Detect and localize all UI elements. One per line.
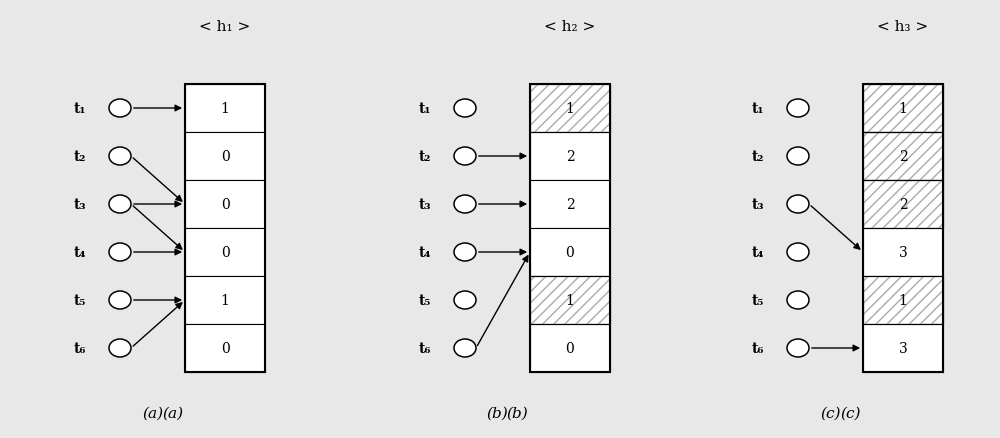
Bar bbox=[863, 133, 943, 180]
Ellipse shape bbox=[109, 100, 131, 118]
Ellipse shape bbox=[109, 148, 131, 166]
Bar bbox=[863, 180, 943, 229]
Text: 1: 1 bbox=[566, 293, 574, 307]
Ellipse shape bbox=[787, 148, 809, 166]
Text: (a): (a) bbox=[162, 406, 183, 420]
Text: 1: 1 bbox=[221, 102, 229, 116]
Text: 1: 1 bbox=[899, 102, 907, 116]
Ellipse shape bbox=[109, 291, 131, 309]
Bar bbox=[185, 85, 265, 133]
Text: 0: 0 bbox=[221, 245, 229, 259]
Ellipse shape bbox=[787, 291, 809, 309]
Bar bbox=[185, 324, 265, 372]
Ellipse shape bbox=[454, 148, 476, 166]
Text: t₃: t₃ bbox=[419, 198, 431, 212]
Bar bbox=[530, 276, 610, 324]
Text: < h₃ >: < h₃ > bbox=[877, 20, 929, 34]
Text: t₄: t₄ bbox=[74, 245, 86, 259]
Text: (c): (c) bbox=[840, 406, 861, 420]
Text: t₁: t₁ bbox=[752, 102, 764, 116]
Bar bbox=[863, 133, 943, 180]
Text: t₅: t₅ bbox=[74, 293, 86, 307]
Text: 0: 0 bbox=[566, 245, 574, 259]
Text: t₃: t₃ bbox=[752, 198, 764, 212]
Text: (a): (a) bbox=[142, 406, 163, 420]
Ellipse shape bbox=[787, 339, 809, 357]
Ellipse shape bbox=[109, 339, 131, 357]
Text: t₂: t₂ bbox=[419, 150, 431, 164]
Text: 0: 0 bbox=[221, 198, 229, 212]
Ellipse shape bbox=[454, 291, 476, 309]
Text: 0: 0 bbox=[566, 341, 574, 355]
Bar bbox=[530, 85, 610, 133]
Ellipse shape bbox=[454, 100, 476, 118]
Bar bbox=[863, 324, 943, 372]
Text: t₂: t₂ bbox=[74, 150, 86, 164]
Ellipse shape bbox=[454, 339, 476, 357]
Text: 2: 2 bbox=[899, 150, 907, 164]
Bar bbox=[530, 85, 610, 133]
Bar bbox=[863, 85, 943, 133]
Text: t₁: t₁ bbox=[419, 102, 431, 116]
Text: (b): (b) bbox=[487, 406, 508, 420]
Bar bbox=[530, 324, 610, 372]
Text: 1: 1 bbox=[566, 102, 574, 116]
Text: t₆: t₆ bbox=[419, 341, 431, 355]
Bar bbox=[185, 229, 265, 276]
Bar bbox=[863, 85, 943, 133]
Bar bbox=[185, 133, 265, 180]
Text: 2: 2 bbox=[566, 150, 574, 164]
Text: t₁: t₁ bbox=[74, 102, 86, 116]
Bar bbox=[863, 276, 943, 324]
Bar bbox=[185, 180, 265, 229]
Bar bbox=[863, 229, 943, 276]
Text: (c): (c) bbox=[820, 406, 841, 420]
Text: 0: 0 bbox=[221, 341, 229, 355]
Bar bbox=[863, 276, 943, 324]
Bar bbox=[530, 85, 610, 372]
Bar bbox=[863, 180, 943, 229]
Text: t₄: t₄ bbox=[419, 245, 431, 259]
Ellipse shape bbox=[454, 195, 476, 213]
Ellipse shape bbox=[787, 100, 809, 118]
Bar bbox=[863, 276, 943, 324]
Bar bbox=[530, 133, 610, 180]
Text: < h₁ >: < h₁ > bbox=[199, 20, 251, 34]
Ellipse shape bbox=[787, 195, 809, 213]
Text: 3: 3 bbox=[899, 245, 907, 259]
Text: t₆: t₆ bbox=[74, 341, 86, 355]
Ellipse shape bbox=[787, 244, 809, 261]
Text: t₅: t₅ bbox=[752, 293, 764, 307]
Ellipse shape bbox=[109, 195, 131, 213]
Bar bbox=[530, 85, 610, 133]
Text: 3: 3 bbox=[899, 341, 907, 355]
Text: 0: 0 bbox=[221, 150, 229, 164]
Bar bbox=[530, 229, 610, 276]
Text: (b): (b) bbox=[507, 406, 528, 420]
Bar bbox=[530, 276, 610, 324]
Text: 2: 2 bbox=[899, 198, 907, 212]
Ellipse shape bbox=[454, 244, 476, 261]
Text: t₃: t₃ bbox=[74, 198, 86, 212]
Bar bbox=[530, 180, 610, 229]
Bar bbox=[863, 85, 943, 372]
Bar bbox=[530, 276, 610, 324]
Text: 1: 1 bbox=[899, 293, 907, 307]
Text: t₆: t₆ bbox=[752, 341, 764, 355]
Text: < h₂ >: < h₂ > bbox=[544, 20, 596, 34]
Text: 2: 2 bbox=[566, 198, 574, 212]
Bar bbox=[185, 85, 265, 372]
Text: t₄: t₄ bbox=[752, 245, 764, 259]
Text: t₂: t₂ bbox=[752, 150, 764, 164]
Bar bbox=[863, 85, 943, 133]
Text: t₅: t₅ bbox=[419, 293, 431, 307]
Ellipse shape bbox=[109, 244, 131, 261]
Bar bbox=[185, 276, 265, 324]
Bar bbox=[863, 133, 943, 180]
Bar bbox=[863, 180, 943, 229]
Text: 1: 1 bbox=[221, 293, 229, 307]
